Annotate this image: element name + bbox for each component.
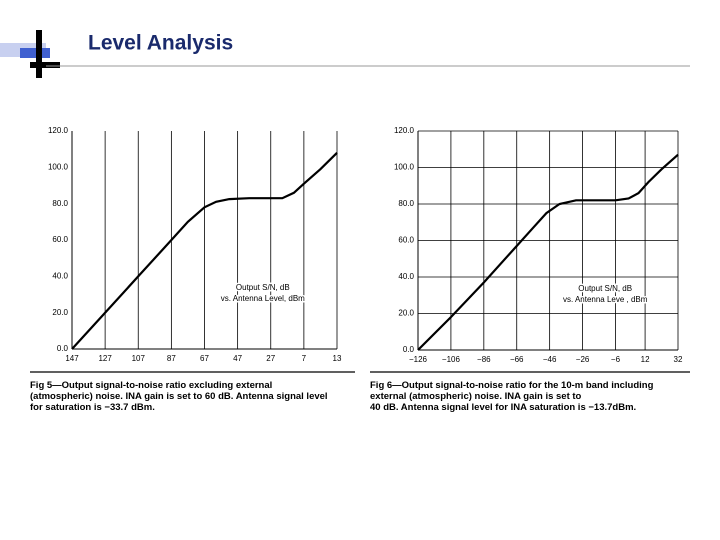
decoration [30,62,60,68]
y-tick-label: 80.0 [52,199,68,208]
x-tick-label: −66 [510,355,524,364]
y-tick-label: 60.0 [52,235,68,244]
decoration [20,48,50,58]
x-tick-label: −106 [442,355,461,364]
x-tick-label: −46 [543,355,557,364]
x-tick-label: 7 [302,354,307,363]
data-line [417,153,679,351]
slide-title: Level Analysis [88,32,233,55]
y-tick-label: 40.0 [398,272,414,281]
annotation: Output S/N, dB [236,283,290,292]
decoration [36,30,42,78]
data-line [71,152,338,350]
y-tick-label: 20.0 [398,309,414,318]
x-tick-label: 67 [200,354,209,363]
y-tick-label: 120.0 [48,126,69,135]
y-tick-label: 60.0 [398,236,414,245]
y-tick-label: 0.0 [403,345,415,354]
annotation: vs. Antenna Leve , dBm [563,295,648,304]
caption: (atmospheric) noise. INA gain is set to … [30,391,328,402]
x-tick-label: −6 [611,355,621,364]
x-tick-label: 127 [98,354,112,363]
y-tick-label: 120.0 [394,126,415,135]
y-tick-label: 0.0 [57,344,69,353]
x-tick-label: −26 [576,355,590,364]
y-tick-label: 40.0 [52,271,68,280]
annotation: Output S/N, dB [578,284,632,293]
x-tick-label: 87 [167,354,176,363]
caption: for saturation is −33.7 dBm. [30,402,155,413]
y-tick-label: 100.0 [394,163,415,172]
x-tick-label: 12 [641,355,650,364]
caption: Fig 5—Output signal-to-noise ratio exclu… [30,380,272,391]
annotation: vs. Antenna Level, dBm [221,294,305,303]
caption: external (atmospheric) noise. INA gain i… [370,391,582,402]
caption: Fig 6—Output signal-to-noise ratio for t… [370,380,654,391]
x-tick-label: 47 [233,354,242,363]
x-tick-label: −86 [477,355,491,364]
x-tick-label: −126 [409,355,428,364]
x-tick-label: 32 [674,355,683,364]
y-tick-label: 20.0 [52,308,68,317]
caption: 40 dB. Antenna signal level for INA satu… [370,402,636,413]
y-tick-label: 100.0 [48,162,69,171]
x-tick-label: 147 [65,354,79,363]
x-tick-label: 13 [333,354,342,363]
x-tick-label: 107 [132,354,146,363]
y-tick-label: 80.0 [398,199,414,208]
x-tick-label: 27 [266,354,275,363]
